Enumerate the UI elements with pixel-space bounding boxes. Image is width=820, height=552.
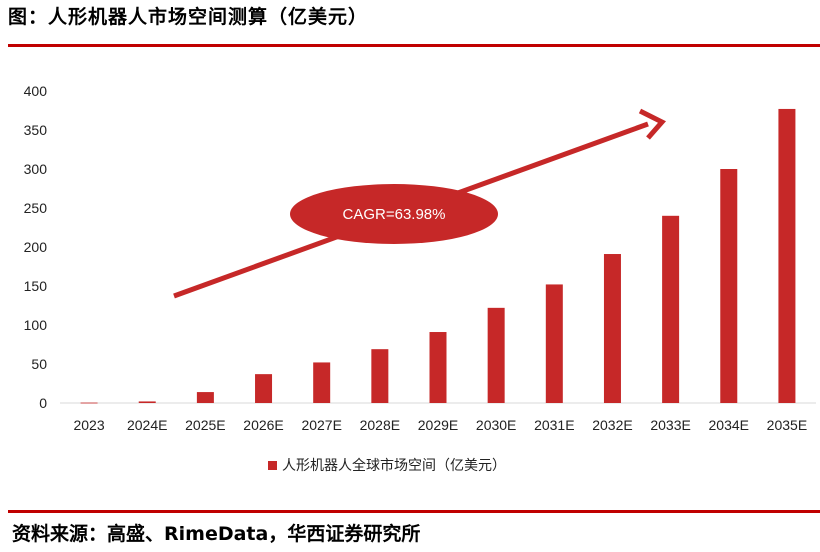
legend-label: 人形机器人全球市场空间（亿美元） [282,457,506,474]
bar [255,374,273,403]
cagr-label: CAGR=63.98% [343,206,446,223]
y-tick-label: 100 [24,317,48,333]
x-tick-label: 2032E [592,417,632,433]
legend: 人形机器人全球市场空间（亿美元） [268,457,506,474]
x-tick-label: 2025E [185,417,225,433]
bar [138,401,156,403]
x-tick-label: 2030E [476,417,516,433]
x-tick-label: 2026E [243,417,283,433]
y-tick-label: 400 [24,83,48,99]
bar [313,362,331,403]
x-tick-label: 2035E [767,417,807,433]
bar [196,392,214,403]
x-tick-label: 2034E [709,417,749,433]
bar [429,332,447,403]
bar [80,402,98,404]
x-tick-label: 2029E [418,417,458,433]
bar [487,307,505,403]
bar [778,108,796,403]
x-tick-label: 2028E [360,417,400,433]
bottom-rule [8,510,820,513]
y-axis: 0 50 100 150 200 250 300 350 400 [24,83,48,411]
bar [720,169,738,403]
bar [603,254,621,403]
legend-swatch [268,461,277,470]
x-tick-label: 2031E [534,417,574,433]
y-tick-label: 50 [31,356,47,372]
x-tick-label: 2033E [650,417,690,433]
x-tick-label: 2024E [127,417,167,433]
bar [662,215,680,403]
x-tick-label: 2023 [73,417,104,433]
y-tick-label: 150 [24,278,48,294]
x-axis: 2023 2024E 2025E 2026E 2027E 2028E 2029E 2030E 2… [73,417,807,433]
top-rule [8,44,820,47]
cagr-callout: CAGR=63.98% [290,184,498,244]
page-title: 图：人形机器人市场空间测算（亿美元） [8,6,369,28]
y-tick-label: 250 [24,200,48,216]
bar [371,349,389,403]
y-tick-label: 300 [24,161,48,177]
y-tick-label: 200 [24,239,48,255]
source-note: 资料来源：高盛、RimeData，华西证券研究所 [12,523,421,545]
bars [80,108,796,404]
y-tick-label: 0 [39,395,47,411]
bar [545,284,563,403]
trend-arrow-head [638,108,667,140]
cagr-ellipse [290,184,498,244]
y-tick-label: 350 [24,122,48,138]
x-tick-label: 2027E [301,417,341,433]
